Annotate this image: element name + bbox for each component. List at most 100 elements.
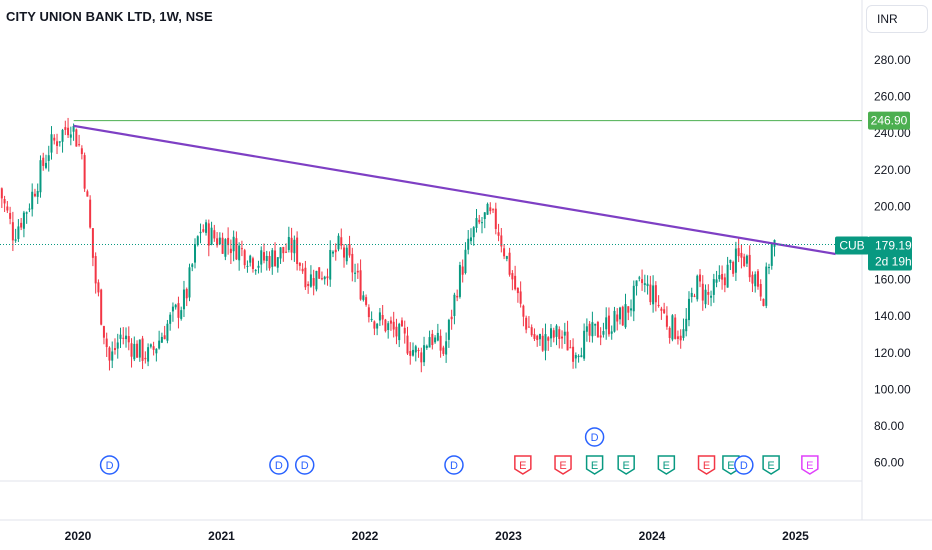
price-tick-label: 280.00: [874, 53, 911, 67]
candle-body: [296, 237, 299, 264]
symbol-label: CUB: [839, 238, 864, 252]
events-layer: D D D D EDE E E E E E D E E: [99, 427, 819, 475]
candle-body: [563, 331, 566, 336]
event-label: E: [806, 460, 813, 472]
dividend-marker[interactable]: D: [269, 455, 289, 475]
earnings-marker[interactable]: E: [697, 455, 716, 475]
earnings-marker[interactable]: E: [762, 455, 780, 475]
event-label: D: [450, 460, 458, 472]
candle-body: [122, 337, 125, 339]
candle-body: [607, 315, 610, 335]
trend-line[interactable]: [73, 124, 836, 256]
candle-body: [111, 351, 114, 361]
candle-body: [240, 248, 243, 250]
candle-body: [362, 295, 365, 300]
candle-body: [696, 275, 699, 300]
dividend-marker[interactable]: D: [444, 455, 464, 475]
candle-body: [756, 271, 759, 287]
earnings-marker[interactable]: E: [801, 455, 819, 475]
candle-body: [765, 266, 768, 306]
candle-body: [641, 279, 644, 284]
candle-body: [555, 325, 558, 337]
candle-body: [36, 190, 39, 197]
candle-body: [370, 318, 373, 320]
candle-body: [136, 343, 139, 358]
candle-body: [268, 255, 271, 269]
candle-body: [39, 160, 42, 193]
candle-body: [594, 323, 597, 326]
candle-body: [138, 339, 141, 358]
candle-body: [69, 134, 72, 138]
candle-body: [262, 252, 265, 261]
candle-body: [331, 251, 334, 254]
earnings-marker[interactable]: E: [722, 455, 740, 475]
candle-body: [47, 155, 50, 161]
candle-body: [102, 326, 105, 338]
candle-body: [216, 238, 219, 246]
candle-body: [171, 306, 174, 312]
candle-body: [116, 342, 119, 349]
candle-body: [356, 270, 359, 273]
earnings-marker[interactable]: E: [514, 455, 532, 475]
dividend-marker[interactable]: D: [734, 455, 754, 475]
dividend-marker[interactable]: D: [99, 455, 120, 475]
candle-body: [580, 355, 583, 358]
event-label: E: [663, 460, 670, 472]
candle-body: [343, 247, 346, 258]
candle-body: [387, 323, 390, 330]
candle-body: [687, 298, 690, 321]
candle-body: [712, 279, 715, 295]
earnings-marker[interactable]: E: [585, 455, 604, 475]
candle-body: [309, 274, 312, 287]
candle-body: [654, 285, 657, 303]
currency-selector[interactable]: INR: [866, 5, 928, 33]
candle-body: [663, 309, 666, 314]
candle-body: [458, 265, 461, 297]
candle-body: [478, 219, 481, 223]
candle-body: [552, 330, 555, 338]
candle-body: [768, 267, 771, 269]
candle-body: [403, 327, 406, 334]
candle-body: [149, 344, 152, 347]
time-axis[interactable]: 2020 2021 2022 2023 2024 2025: [65, 529, 810, 543]
candle-body: [547, 337, 550, 341]
dividend-marker[interactable]: D: [584, 427, 605, 447]
candle-body: [196, 236, 199, 245]
price-tick-label: 80.00: [874, 419, 904, 433]
earnings-marker[interactable]: E: [617, 455, 635, 475]
candle-body: [630, 308, 633, 311]
candle-body: [6, 206, 9, 211]
time-tick-label: 2023: [495, 529, 522, 543]
candle-body: [127, 336, 130, 343]
price-tick-label: 140.00: [874, 309, 911, 323]
candle-body: [147, 347, 150, 362]
candle-body: [618, 307, 621, 320]
candle-body: [665, 315, 668, 327]
candle-body: [61, 129, 64, 142]
candle-body: [414, 346, 417, 353]
candle-body: [229, 248, 232, 254]
candle-body: [734, 248, 737, 273]
earnings-marker[interactable]: E: [657, 455, 676, 475]
candle-body: [235, 238, 238, 260]
candle-body: [723, 277, 726, 286]
candle-body: [434, 337, 437, 343]
candle-body: [185, 288, 188, 299]
event-label: E: [703, 460, 710, 472]
candle-body: [86, 191, 89, 197]
price-tick-label: 260.00: [874, 90, 911, 104]
earnings-marker[interactable]: E: [554, 455, 572, 475]
candle-body: [740, 252, 743, 258]
dividend-marker[interactable]: D: [294, 455, 315, 475]
candle-body: [323, 276, 326, 280]
candle-body: [11, 222, 14, 241]
candle-body: [519, 291, 522, 304]
candle-body: [78, 144, 81, 146]
price-tick-label: 220.00: [874, 163, 911, 177]
time-tick-label: 2025: [782, 529, 809, 543]
bar-countdown: 2d 19h: [875, 254, 912, 268]
candle-body: [762, 298, 765, 306]
candle-body: [301, 268, 304, 272]
candle-body: [169, 314, 172, 324]
